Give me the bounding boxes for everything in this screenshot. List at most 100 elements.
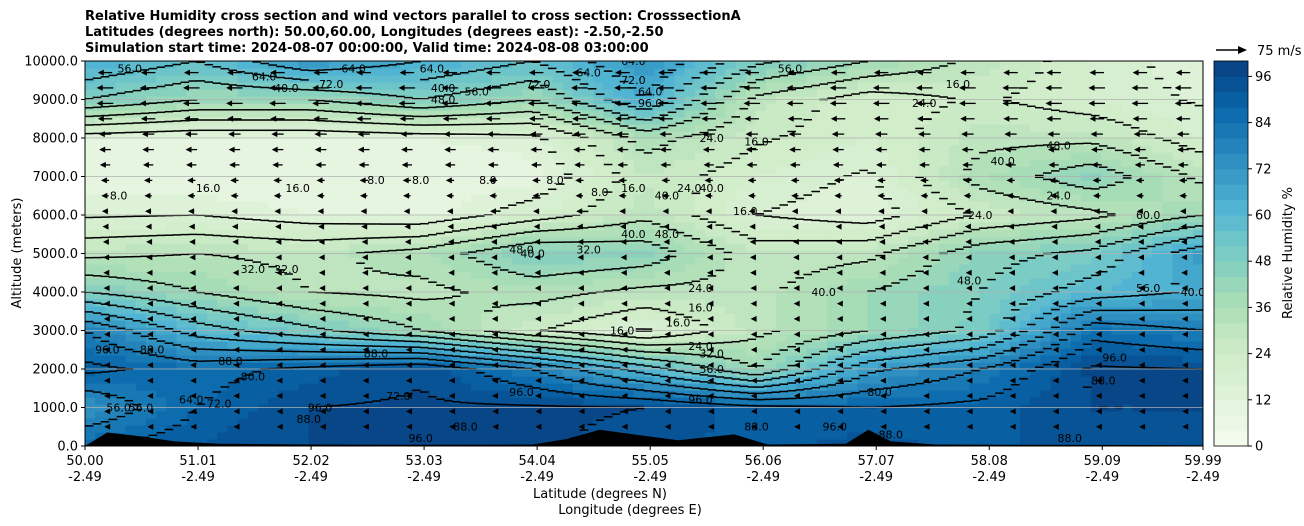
- humidity-cell: [877, 432, 889, 440]
- humidity-cell: [237, 383, 249, 391]
- humidity-cell: [989, 313, 1001, 321]
- humidity-cell: [786, 383, 798, 391]
- humidity-cell: [989, 89, 1001, 97]
- humidity-cell: [776, 187, 787, 195]
- humidity-cell: [989, 278, 1001, 286]
- humidity-cell: [684, 166, 696, 174]
- humidity-cell: [379, 376, 391, 384]
- humidity-cell: [725, 110, 737, 118]
- humidity-cell: [176, 418, 188, 426]
- humidity-cell: [328, 222, 340, 230]
- humidity-cell: [247, 334, 259, 342]
- humidity-cell: [857, 341, 869, 349]
- humidity-cell: [898, 362, 909, 370]
- humidity-cell: [928, 180, 940, 188]
- humidity-cell: [288, 124, 300, 132]
- humidity-cell: [156, 243, 167, 251]
- humidity-cell: [796, 390, 808, 398]
- humidity-cell: [959, 278, 970, 286]
- humidity-cell: [440, 334, 452, 342]
- humidity-cell: [633, 313, 645, 321]
- humidity-cell: [816, 194, 828, 202]
- humidity-cell: [95, 215, 106, 223]
- humidity-cell: [400, 222, 411, 230]
- humidity-cell: [176, 82, 188, 90]
- humidity-cell: [908, 159, 920, 167]
- humidity-cell: [186, 397, 198, 405]
- humidity-cell: [786, 222, 798, 230]
- humidity-cell: [237, 194, 249, 202]
- humidity-cell: [115, 75, 127, 83]
- humidity-cell: [593, 68, 604, 76]
- humidity-cell: [837, 292, 848, 300]
- humidity-cell: [684, 320, 696, 328]
- humidity-cell: [877, 61, 889, 69]
- humidity-cell: [135, 418, 147, 426]
- humidity-cell: [684, 271, 696, 279]
- humidity-cell: [186, 313, 198, 321]
- humidity-cell: [959, 229, 970, 237]
- humidity-cell: [359, 390, 371, 398]
- humidity-cell: [562, 425, 574, 433]
- humidity-cell: [501, 152, 513, 160]
- humidity-cell: [776, 89, 787, 97]
- humidity-cell: [887, 313, 899, 321]
- humidity-cell: [755, 418, 767, 426]
- humidity-cell: [359, 418, 371, 426]
- humidity-cell: [471, 320, 482, 328]
- humidity-cell: [583, 180, 594, 188]
- humidity-cell: [420, 208, 432, 216]
- humidity-cell: [217, 187, 228, 195]
- humidity-cell: [349, 292, 361, 300]
- humidity-cell: [898, 390, 909, 398]
- humidity-cell: [379, 180, 391, 188]
- humidity-cell: [278, 159, 289, 167]
- humidity-cell: [278, 313, 289, 321]
- humidity-cell: [176, 236, 188, 244]
- humidity-cell: [959, 334, 970, 342]
- humidity-cell: [247, 278, 259, 286]
- humidity-cell: [847, 159, 859, 167]
- humidity-cell: [938, 236, 950, 244]
- humidity-cell: [542, 89, 554, 97]
- humidity-cell: [145, 110, 157, 118]
- humidity-cell: [806, 355, 818, 363]
- humidity-cell: [715, 124, 726, 132]
- humidity-cell: [857, 222, 869, 230]
- humidity-cell: [501, 159, 513, 167]
- humidity-cell: [999, 180, 1011, 188]
- humidity-cell: [328, 152, 340, 160]
- humidity-cell: [715, 313, 726, 321]
- humidity-cell: [95, 201, 106, 209]
- humidity-cell: [95, 355, 106, 363]
- humidity-cell: [745, 82, 757, 90]
- humidity-cell: [776, 411, 787, 419]
- humidity-cell: [227, 439, 239, 446]
- humidity-cell: [105, 257, 117, 265]
- humidity-cell: [552, 376, 564, 384]
- humidity-cell: [644, 285, 655, 293]
- humidity-cell: [745, 201, 757, 209]
- humidity-cell: [816, 285, 828, 293]
- humidity-cell: [735, 236, 747, 244]
- humidity-cell: [826, 152, 838, 160]
- humidity-cell: [349, 145, 361, 153]
- humidity-cell: [410, 236, 421, 244]
- humidity-cell: [959, 138, 970, 146]
- humidity-cell: [217, 159, 228, 167]
- humidity-cell: [115, 131, 127, 139]
- humidity-cell: [735, 89, 747, 97]
- humidity-cell: [735, 320, 747, 328]
- humidity-cell: [816, 215, 828, 223]
- humidity-cell: [898, 264, 909, 272]
- humidity-cell: [176, 292, 188, 300]
- humidity-cell: [532, 159, 543, 167]
- humidity-cell: [511, 124, 523, 132]
- humidity-cell: [654, 159, 665, 167]
- humidity-cell: [349, 152, 361, 160]
- humidity-cell: [125, 425, 137, 433]
- humidity-cell: [328, 82, 340, 90]
- humidity-cell: [704, 229, 716, 237]
- humidity-cell: [593, 82, 604, 90]
- humidity-cell: [684, 432, 696, 440]
